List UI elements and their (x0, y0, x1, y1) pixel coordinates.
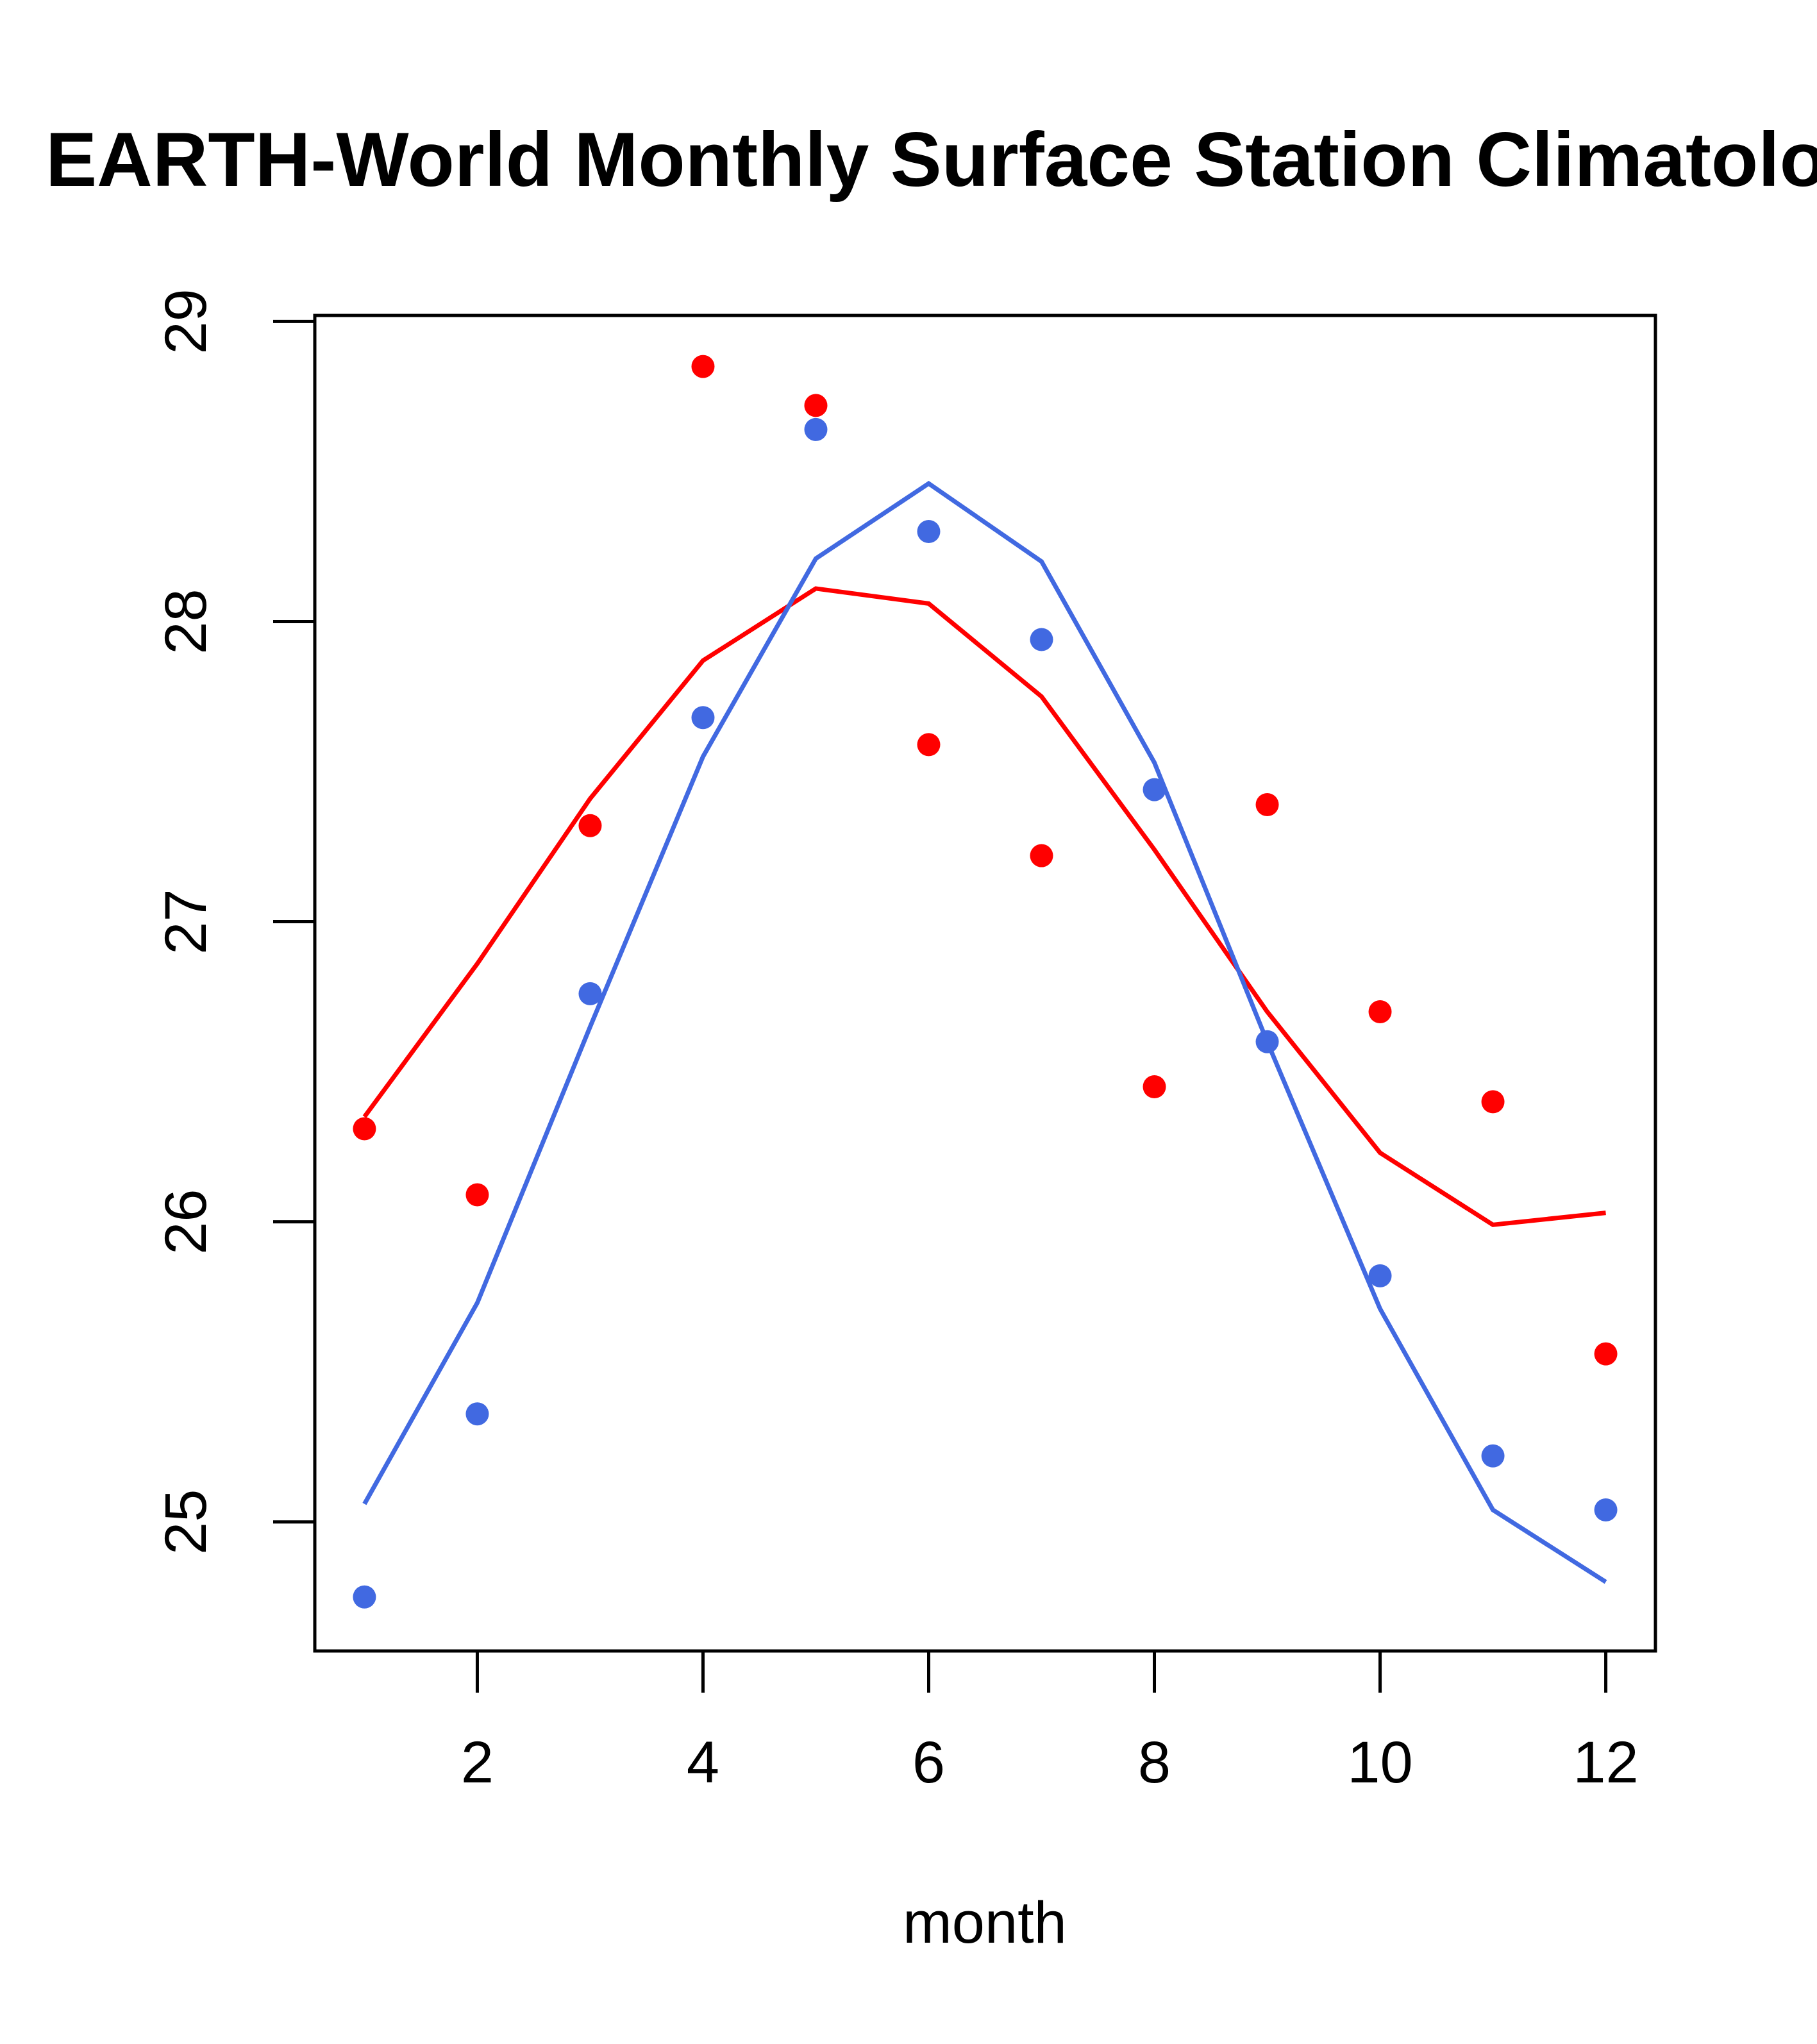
series-lines (362, 480, 1607, 1584)
red-point (1481, 1090, 1505, 1114)
chart-title: EARTH-World Monthly Surface Station Clim… (46, 117, 1817, 203)
blue-point (353, 1585, 376, 1609)
blue-point (1030, 628, 1053, 651)
blue-point (1368, 1264, 1392, 1287)
red-line (362, 586, 1606, 1227)
x-tick-label: 6 (912, 1730, 945, 1795)
y-tick-label: 29 (153, 289, 219, 354)
x-tick-label: 10 (1347, 1730, 1412, 1795)
red-point (465, 1183, 489, 1207)
red-point (1594, 1342, 1618, 1366)
blue-point (917, 520, 941, 544)
blue-point (1594, 1498, 1618, 1521)
blue-point (465, 1402, 489, 1426)
red-point (1030, 844, 1053, 867)
blue-point (691, 706, 715, 730)
blue-point (1143, 778, 1166, 801)
red-point (917, 733, 941, 757)
y-tick-label: 25 (153, 1489, 219, 1555)
x-axis: 2 4 6 8 10 12 (461, 1651, 1639, 1795)
x-tick-label: 8 (1138, 1730, 1171, 1795)
series-points (353, 355, 1618, 1609)
red-point (353, 1117, 376, 1141)
red-point (578, 814, 602, 837)
blue-point (578, 982, 602, 1005)
y-tick-label: 28 (153, 589, 219, 654)
blue-point (804, 417, 828, 441)
x-tick-label: 4 (687, 1730, 719, 1795)
y-tick-label: 26 (153, 1189, 219, 1254)
plot-frame (313, 314, 1657, 1653)
red-point (1255, 792, 1279, 816)
y-tick-label: 27 (153, 889, 219, 954)
blue-line (362, 480, 1607, 1584)
x-tick-label: 2 (461, 1730, 494, 1795)
red-point (1368, 1000, 1392, 1023)
x-axis-label: month (903, 1890, 1067, 1956)
red-point (804, 394, 828, 417)
red-point (1143, 1075, 1166, 1098)
y-axis: 25 26 27 28 29 (153, 289, 315, 1555)
blue-point (1481, 1444, 1505, 1468)
x-tick-label: 12 (1573, 1730, 1638, 1795)
red-point (691, 355, 715, 378)
blue-point (1255, 1030, 1279, 1053)
